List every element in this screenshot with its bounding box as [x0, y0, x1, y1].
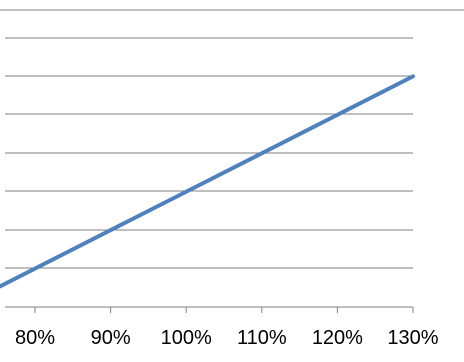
x-tick-labels: 80% 90% 100% 110% 120% 130% [15, 327, 439, 349]
x-tick-label: 100% [161, 327, 212, 349]
x-axis [5, 306, 414, 313]
gridlines [0, 9, 464, 269]
x-tick-label: 90% [91, 327, 131, 349]
x-tick-label: 120% [312, 327, 363, 349]
x-tick-label: 80% [15, 327, 55, 349]
data-series [0, 74, 415, 289]
x-tick-label: 110% [237, 327, 287, 349]
x-tick-label: 130% [387, 327, 438, 349]
series-line [0, 74, 415, 289]
